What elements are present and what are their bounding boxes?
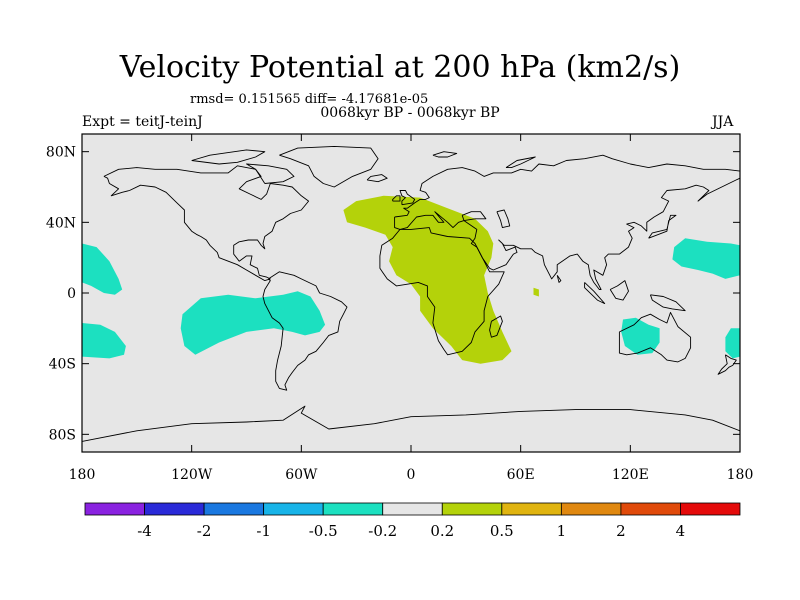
coastline-borneo [609,280,629,301]
coastline-caspian-sea [496,209,511,229]
coastline-baffin-island [246,163,295,184]
region-positive-arabian-sea [533,287,539,297]
colorbar-label: 0.2 [430,522,454,540]
colorbar-swatch [560,502,622,516]
colorbar-swatch [441,502,503,516]
coastline-new-zealand [717,354,737,375]
coastline-iceland [366,174,388,183]
map-background [82,134,740,452]
colorbar-label: 2 [616,522,626,540]
x-tick-label: 180 [69,467,96,483]
coastline-black-sea [461,211,487,222]
colorbar-swatch [620,502,681,516]
region-negative-north-pacific [82,243,123,295]
chart-title: Velocity Potential at 200 hPa (km2/s) [119,50,681,85]
colorbar-swatch [382,502,443,516]
stats-label: rmsd= 0.151565 diff= -4.17681e-05 [190,92,429,107]
colorbar-label: -0.5 [309,522,338,540]
coastline-japan [648,214,677,239]
coastline-antarctica [82,405,740,442]
colorbar-label: 1 [557,522,567,540]
x-tick-label: 120W [171,467,213,483]
coastline-africa [379,227,505,356]
y-tick-label: 40N [46,215,76,231]
region-negative-east-australia [725,328,740,359]
y-tick-label: 40S [49,357,76,373]
x-tick-label: 60W [285,467,318,483]
colorbar-swatch [84,502,145,516]
colorbar-label: -0.2 [368,522,397,540]
coastline-sumatra [584,282,606,305]
colorbar-swatch [680,502,741,516]
colorbar-swatch [144,502,205,516]
y-tick-label: 80N [46,145,76,161]
region-negative-south-america [180,291,326,355]
region-negative-south-pacific [82,323,126,359]
colorbar-label: -4 [137,522,152,540]
season-label: JJA [712,114,734,130]
coastline-svalbard [432,151,458,158]
coastline-madagascar [489,315,503,338]
x-tick-label: 0 [407,467,416,483]
colorbar-label: -2 [197,522,212,540]
colorbar-swatch [322,502,384,516]
colorbar-label: -1 [256,522,271,540]
coastline-novaya-zemlya [505,156,536,169]
experiment-label: Expt = teitJ-teinJ [82,114,203,130]
x-tick-label: 180 [727,467,754,483]
colorbar-swatch [263,502,324,516]
coastline-sri-lanka [556,275,562,283]
colorbar-label: 0.5 [490,522,514,540]
coastline-new-guinea [649,294,686,312]
coastline-ireland [392,195,401,202]
coastline-north-america [103,165,310,282]
coastline-eurasia [394,154,740,290]
y-tick-label: 80S [49,427,76,443]
x-tick-label: 120E [612,467,649,483]
coastline-arctic-archipelago [191,149,266,165]
region-negative-australia [621,317,660,355]
coastline-uk [399,190,416,206]
coastline-australia [618,311,692,363]
region-negative-western-pacific [672,238,740,279]
chart-subtitle: 0068kyr BP - 0068kyr BP [320,105,500,121]
y-tick-label: 0 [67,286,76,302]
colorbar-swatch [203,502,265,516]
coastline-south-america [262,271,348,391]
x-tick-label: 60E [507,467,535,483]
colorbar-label: 4 [676,522,686,540]
colorbar-swatch [501,502,562,516]
coastline-greenland [279,145,379,188]
